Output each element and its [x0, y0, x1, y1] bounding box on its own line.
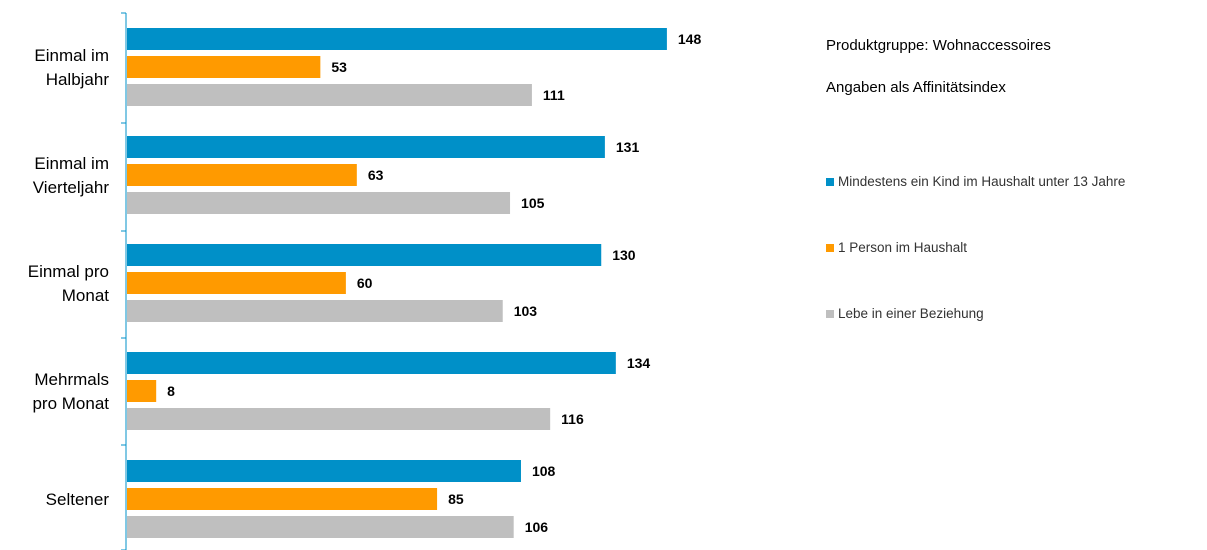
data-label: 130: [612, 247, 636, 263]
data-label: 103: [514, 303, 538, 319]
bar: [127, 460, 521, 482]
bar: [127, 56, 321, 78]
legend-swatch: [826, 243, 834, 252]
data-label: 105: [521, 195, 545, 211]
bar: [127, 244, 602, 266]
index-note: Angaben als Affinitätsindex: [826, 79, 1006, 96]
legend-swatch: [826, 177, 834, 186]
data-label: 60: [357, 275, 373, 291]
bar: [127, 352, 616, 374]
bar: [127, 192, 511, 214]
category-label: Seltener: [46, 490, 110, 509]
legend-swatch: [826, 309, 834, 318]
data-label: 116: [561, 411, 584, 427]
bar: [127, 164, 357, 186]
category-label: Halbjahr: [46, 70, 110, 89]
data-label: 8: [167, 383, 175, 399]
data-label: 131: [616, 139, 640, 155]
data-label: 63: [368, 167, 384, 183]
bar: [127, 300, 503, 322]
data-label: 108: [532, 463, 556, 479]
category-label: Einmal im: [34, 154, 109, 173]
bar: [127, 408, 551, 430]
data-label: 134: [627, 355, 651, 371]
bar: [127, 28, 667, 50]
legend-label: Mindestens ein Kind im Haushalt unter 13…: [838, 174, 1126, 189]
legend-label: Lebe in einer Beziehung: [838, 306, 984, 321]
category-label: Monat: [62, 286, 110, 305]
bar: [127, 380, 157, 402]
category-label: Einmal pro: [28, 262, 109, 281]
category-label: Einmal im: [34, 46, 109, 65]
data-label: 111: [543, 87, 565, 103]
legend-item-kind: Mindestens ein Kind im Haushalt unter 13…: [826, 174, 1125, 189]
bar: [127, 488, 438, 510]
bar: [127, 136, 605, 158]
category-label: pro Monat: [32, 394, 109, 413]
bar: [127, 272, 346, 294]
data-label: 85: [448, 491, 464, 507]
bar: [127, 516, 514, 538]
legend-label: 1 Person im Haushalt: [838, 240, 968, 255]
data-label: 148: [678, 31, 702, 47]
category-label: Mehrmals: [34, 370, 109, 389]
legend-item-relationship: Lebe in einer Beziehung: [826, 306, 984, 321]
legend-item-single: 1 Person im Haushalt: [826, 240, 967, 255]
bar: [127, 84, 532, 106]
data-label: 53: [331, 59, 347, 75]
category-label: Vierteljahr: [33, 178, 110, 197]
product-group-note: Produktgruppe: Wohnaccessoires: [826, 37, 1051, 54]
data-label: 106: [525, 519, 549, 535]
